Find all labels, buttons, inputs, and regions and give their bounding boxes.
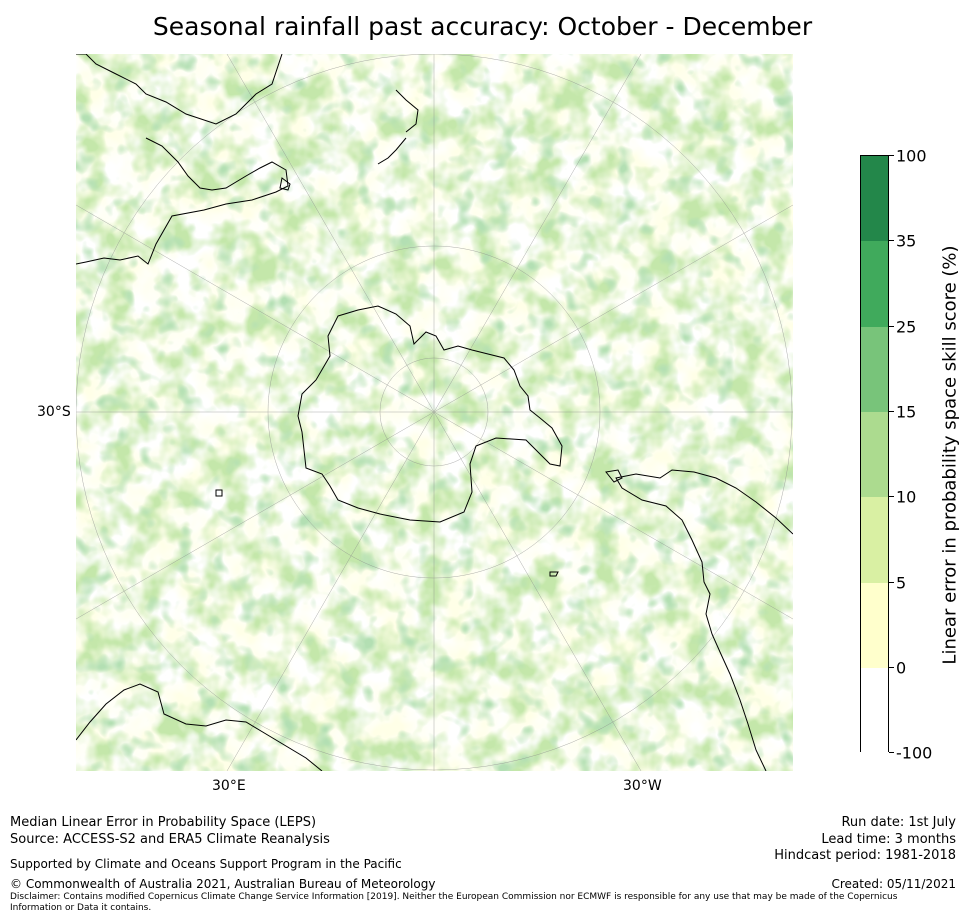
colorbar-tick-label: 0 (896, 658, 907, 678)
colorbar-tick-label: 10 (896, 487, 917, 507)
run-date: Run date: 1st July (841, 815, 956, 830)
footer-copyright: © Commonwealth of Australia 2021, Austra… (10, 877, 436, 891)
meridian-120e (76, 204, 435, 413)
tasmania-coast (279, 177, 291, 191)
colorbar-segment-0-5 (861, 583, 888, 668)
lon-label-30w: 30°W (623, 778, 662, 794)
lon-label-30e: 30°E (212, 778, 246, 794)
meridian-30e (226, 411, 435, 771)
colorbar-tick-label: 25 (896, 317, 917, 337)
chart-title: Seasonal rainfall past accuracy: October… (152, 12, 813, 41)
colorbar-tickmark (889, 240, 894, 241)
meridian-150w (433, 54, 642, 413)
colorbar-segment-15-25 (861, 327, 888, 412)
antarctica-coast (297, 305, 563, 523)
africa-coast (76, 683, 323, 771)
colorbar-label: Linear error in probability space skill … (939, 245, 961, 665)
lead-time: Lead time: 3 months (821, 832, 956, 847)
colorbar-tickmark (889, 752, 894, 753)
polar-map (76, 54, 793, 771)
colorbar-tickmark (889, 155, 894, 156)
footer-leps-line: Median Linear Error in Probability Space… (10, 815, 317, 830)
island-south-georgia (549, 571, 559, 577)
colorbar-tickmark (889, 326, 894, 327)
colorbar (860, 155, 889, 753)
coastlines (76, 54, 793, 771)
new-zealand-south (377, 137, 407, 165)
south-america-coast (615, 469, 793, 771)
colorbar-tick-label: 100 (896, 146, 927, 166)
colorbar-segment-25-35 (861, 241, 888, 327)
graticule (76, 54, 793, 771)
footer-source-line: Source: ACCESS-S2 and ERA5 Climate Reana… (10, 832, 330, 847)
footer-disclaimer: Disclaimer: Contains modified Copernicus… (10, 892, 898, 913)
colorbar-tickmark (889, 411, 894, 412)
falklands (605, 469, 623, 483)
colorbar-segment-35-100 (861, 156, 888, 241)
colorbar-tickmark (889, 496, 894, 497)
new-zealand-north (395, 89, 419, 133)
colorbar-tick-label: 5 (896, 573, 907, 593)
colorbar-tick-label: 15 (896, 402, 917, 422)
australia-north-coast (76, 54, 283, 125)
colorbar-tick-label: 35 (896, 231, 917, 251)
colorbar-segment-10-15 (861, 412, 888, 497)
footer-supported-line: Supported by Climate and Oceans Support … (10, 857, 402, 871)
meridian-30w (433, 411, 642, 771)
meridian-60w (433, 411, 793, 620)
meridian-120w (433, 204, 793, 413)
island-subantarctic (215, 489, 223, 497)
meridian-150e (226, 54, 435, 413)
created-date: Created: 05/11/2021 (831, 877, 956, 891)
colorbar-tickmark (889, 582, 894, 583)
lat-label-30s: 30°S (37, 404, 71, 420)
colorbar-tickmark (889, 667, 894, 668)
hindcast-period: Hindcast period: 1981-2018 (774, 848, 956, 863)
colorbar-tick-label: -100 (896, 743, 933, 763)
meridian-60e (76, 411, 435, 620)
colorbar-segment-neg100-0 (861, 668, 888, 753)
colorbar-segment-5-10 (861, 497, 888, 583)
